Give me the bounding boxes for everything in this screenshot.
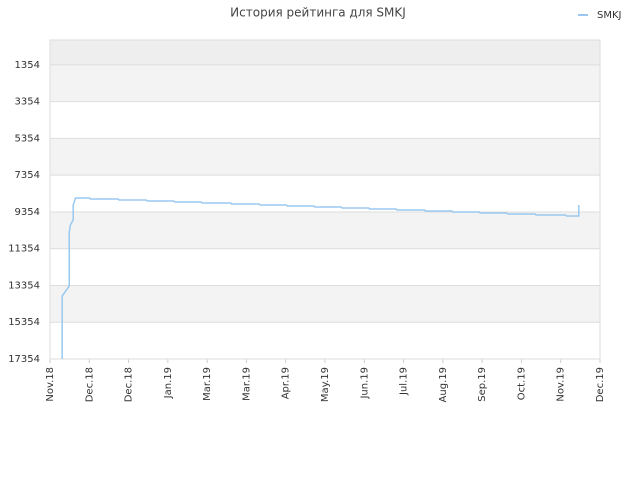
y-tick-label: 13354 — [8, 280, 40, 291]
rating-line — [61, 197, 580, 359]
x-tick-label: May.19 — [320, 367, 331, 402]
y-tick-label: 15354 — [8, 317, 40, 328]
x-tick-label: Aug.19 — [438, 367, 449, 402]
y-tick-label: 1354 — [15, 60, 40, 71]
y-tick-label: 11354 — [8, 244, 40, 255]
x-tick-label: Oct.19 — [516, 367, 527, 400]
y-tick-label: 9354 — [15, 207, 40, 218]
band — [50, 138, 600, 176]
legend-label: SMKJ — [597, 10, 621, 21]
y-tick-label: 5354 — [15, 133, 40, 144]
band — [50, 285, 600, 323]
band — [50, 40, 600, 65]
x-tick-label: Sep.19 — [477, 367, 488, 402]
band — [50, 322, 600, 359]
x-tick-label: Nov.19 — [556, 367, 567, 402]
x-tick-label: Jul.19 — [399, 367, 410, 396]
band — [50, 64, 600, 102]
x-tick-label: Jun.19 — [359, 367, 370, 400]
band — [50, 101, 600, 139]
x-tick-label: Dec.18 — [124, 367, 135, 402]
band — [50, 175, 600, 212]
y-tick-label: 7354 — [15, 170, 40, 181]
plot-border — [49, 39, 601, 360]
y-tick-label: 3354 — [15, 97, 40, 108]
x-tick-label: Dec.18 — [84, 367, 95, 402]
x-tick-label: Jan.19 — [163, 367, 174, 399]
chart-title: История рейтинга для SMKJ — [230, 6, 406, 20]
x-tick-label: Mar.19 — [241, 367, 252, 401]
band — [50, 211, 600, 249]
band — [50, 248, 600, 286]
x-tick-label: Mar.19 — [202, 367, 213, 401]
x-tick-label: Apr.19 — [281, 367, 292, 399]
x-tick-label: Nov.18 — [45, 367, 56, 402]
x-tick-label: Dec.19 — [595, 367, 606, 402]
y-tick-label: 17354 — [8, 354, 40, 365]
